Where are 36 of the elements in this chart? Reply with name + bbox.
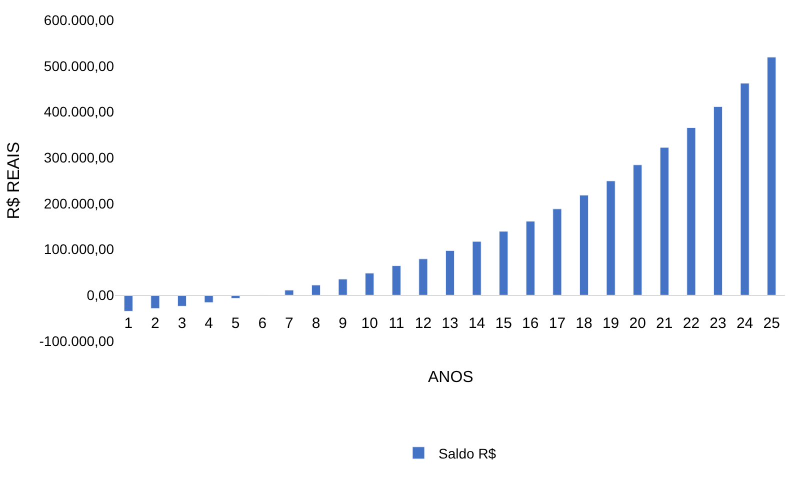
x-tick-label: 19 xyxy=(602,315,620,332)
y-tick-label: 300.000,00 xyxy=(44,149,114,166)
x-tick-label: 16 xyxy=(522,315,539,332)
x-tick-label: 4 xyxy=(204,315,213,332)
x-tick-label: 1 xyxy=(124,315,133,332)
x-tick-label: 7 xyxy=(285,315,294,332)
x-axis-title: ANOS xyxy=(428,369,474,386)
x-tick-label: 11 xyxy=(388,315,404,332)
x-tick-label: 18 xyxy=(576,315,592,332)
x-tick-label: 5 xyxy=(231,315,240,332)
x-tick-label: 12 xyxy=(414,315,432,332)
x-tick-label: 15 xyxy=(495,315,512,332)
x-tick-label: 24 xyxy=(736,315,754,332)
y-tick-label: 400.000,00 xyxy=(44,104,114,120)
x-tick-label: 14 xyxy=(468,315,486,332)
y-tick-label: 200.000,00 xyxy=(44,195,114,212)
x-tick-label: 20 xyxy=(629,315,646,332)
y-tick-label: 600.000,00 xyxy=(44,12,114,28)
y-axis-title: R$ REAIS xyxy=(4,142,23,220)
x-tick-label: 2 xyxy=(151,315,160,332)
y-tick-label: 500.000,00 xyxy=(44,58,114,74)
x-tick-label: 22 xyxy=(682,315,700,332)
x-tick-label: 25 xyxy=(763,315,780,332)
legend-label: Saldo R$ xyxy=(438,445,496,462)
x-tick-label: 10 xyxy=(361,315,378,332)
x-tick-label: 6 xyxy=(258,315,267,332)
x-tick-label: 21 xyxy=(656,315,673,332)
y-tick-label: -100.000,00 xyxy=(39,332,114,349)
x-tick-label: 3 xyxy=(178,315,186,332)
x-tick-label: 13 xyxy=(442,315,458,332)
y-tick-label: 0,00 xyxy=(86,287,114,304)
x-tick-label: 17 xyxy=(548,315,566,332)
x-tick-label: 23 xyxy=(710,315,726,332)
x-tick-label: 8 xyxy=(312,315,320,332)
y-tick-label: 100.000,00 xyxy=(44,241,114,258)
x-tick-label: 9 xyxy=(338,315,347,332)
